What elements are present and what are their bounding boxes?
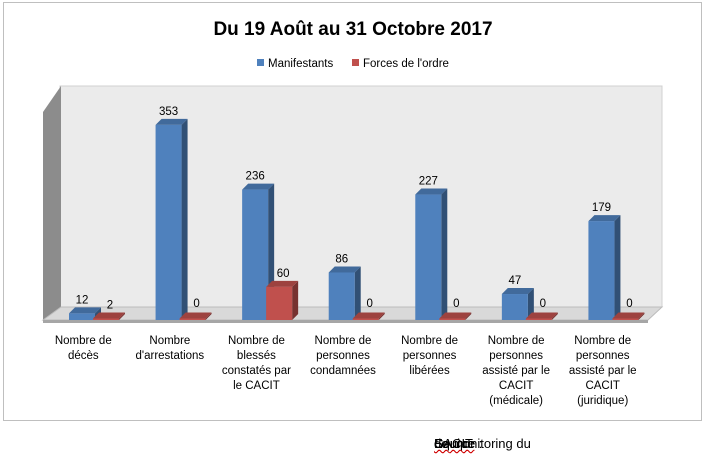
source-underlined-word-2: CACIT (434, 436, 473, 451)
bar-top-0-5 (501, 288, 534, 295)
category-label-line: libérées (409, 365, 450, 377)
category-label-line: Nombre de (488, 335, 545, 347)
data-label-1-1: 0 (193, 298, 199, 310)
data-label-0-4: 227 (419, 176, 438, 188)
bar-1-6 (612, 318, 639, 320)
bar-side-1-6 (638, 312, 645, 320)
category-label-line: d'arrestations (136, 350, 205, 362)
data-label-1-0: 2 (107, 300, 113, 312)
data-label-1-3: 0 (367, 298, 373, 310)
bar-0-3 (328, 272, 355, 320)
category-label-line: (médicale) (489, 395, 543, 407)
category-label-2: Nombre de blessés constatés par le CACIT (222, 335, 291, 392)
data-label-1-6: 0 (626, 298, 632, 310)
category-label-line: Nombre de (574, 335, 631, 347)
bar-top-0-6 (588, 215, 621, 222)
bar-top-1-1 (179, 312, 212, 319)
data-label-0-0: 12 (76, 294, 89, 306)
bar-top-1-5 (525, 312, 558, 319)
category-label-3: Nombre de personnes condamnées (310, 335, 376, 377)
bar-1-3 (352, 318, 379, 320)
legend-swatch-0 (257, 59, 264, 66)
bar-side-0-3 (354, 266, 361, 320)
bar-side-0-4 (441, 188, 448, 320)
category-label-line: CACIT (585, 380, 620, 392)
category-label-line: Nombre de (401, 335, 458, 347)
bar-top-0-4 (415, 188, 448, 195)
chart-title: Du 19 Août au 31 Octobre 2017 (213, 19, 492, 40)
bar-1-1 (179, 318, 206, 320)
bar-side-0-1 (181, 118, 188, 320)
bar-top-0-1 (155, 118, 188, 125)
legend-label-0: Manifestants (268, 58, 333, 70)
bar-top-1-2 (266, 280, 299, 287)
category-label-line: assisté par le (569, 365, 637, 377)
category-label-5: Nombre de personnes assisté par le CACIT (mé… (482, 335, 550, 407)
chart-side-wall (43, 86, 61, 320)
category-label-line: CACIT (499, 380, 534, 392)
bar-chart: Du 19 Août au 31 Octobre 2017 Manifestant… (41, 19, 664, 407)
bar-side-1-2 (292, 280, 299, 320)
source-underlined-word: Equipe (434, 436, 475, 451)
category-label-line: constatés par (222, 365, 291, 377)
data-label-1-4: 0 (453, 298, 459, 310)
bar-top-0-3 (328, 266, 361, 273)
source-prefix: Source : (434, 436, 483, 451)
chart-floor-edge (43, 320, 648, 323)
category-label-4: Nombre de personnes libérées (401, 335, 458, 377)
category-label-line: personnes (489, 350, 543, 362)
category-label-6: Nombre de personnes assisté par le CACIT (ju… (569, 335, 637, 407)
bar-0-4 (415, 194, 442, 320)
category-label-line: Nombre (149, 335, 190, 347)
data-label-0-5: 47 (508, 275, 521, 287)
category-label-line: assisté par le (482, 365, 550, 377)
data-label-1-2: 60 (277, 268, 290, 280)
bar-0-2 (242, 189, 269, 320)
legend-swatch-1 (352, 59, 359, 66)
category-label-line: le CACIT (233, 380, 280, 392)
bar-side-1-3 (378, 312, 385, 320)
bar-top-1-3 (352, 312, 385, 319)
data-label-0-6: 179 (592, 202, 611, 214)
data-label-1-5: 0 (540, 298, 546, 310)
category-label-line: Nombre de (55, 335, 112, 347)
bar-side-1-4 (465, 312, 472, 320)
category-label-line: personnes (316, 350, 370, 362)
category-label-line: personnes (403, 350, 457, 362)
bar-top-1-0 (93, 312, 125, 319)
category-label-line: décès (68, 350, 99, 362)
category-label-line: personnes (576, 350, 630, 362)
data-label-0-1: 353 (159, 106, 178, 118)
category-label-line: (juridique) (577, 395, 628, 407)
bar-side-0-6 (614, 215, 621, 320)
bar-top-1-4 (439, 312, 472, 319)
bar-side-0-5 (527, 288, 534, 320)
category-label-line: Nombre de (228, 335, 285, 347)
category-label-line: Nombre de (315, 335, 372, 347)
bar-1-5 (525, 318, 552, 320)
bar-top-0-0 (69, 307, 101, 314)
bar-0-1 (155, 124, 182, 320)
data-label-0-3: 86 (335, 253, 348, 265)
bar-1-2 (266, 286, 293, 320)
category-label-0: Nombre de décès (55, 335, 112, 362)
bar-0-5 (501, 294, 528, 320)
legend-label-1: Forces de l'ordre (363, 58, 449, 70)
chart-back-wall (59, 85, 663, 308)
category-label-1: Nombre d'arrestations (136, 335, 205, 362)
bar-0-0 (69, 313, 95, 320)
bar-side-1-1 (205, 312, 212, 320)
bar-1-0 (93, 318, 119, 320)
bar-side-1-0 (119, 312, 125, 320)
bar-top-0-2 (242, 183, 275, 190)
bar-side-1-5 (551, 312, 558, 320)
bar-1-4 (439, 318, 466, 320)
category-label-line: blessés (237, 350, 276, 362)
source-middle: de monitoring du (434, 436, 531, 451)
bar-0-6 (588, 221, 615, 320)
category-label-line: condamnées (310, 365, 376, 377)
data-label-0-2: 236 (246, 171, 265, 183)
bar-top-1-6 (612, 312, 645, 319)
